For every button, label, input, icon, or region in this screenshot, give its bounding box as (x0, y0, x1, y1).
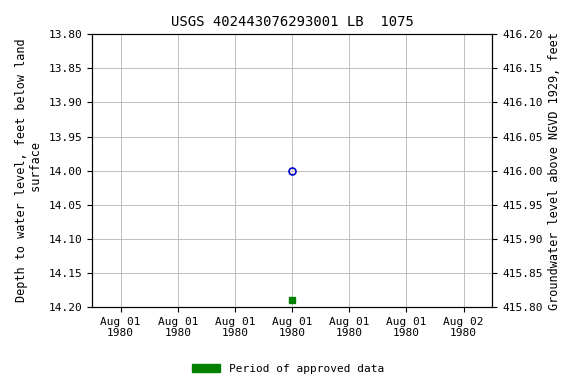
Legend: Period of approved data: Period of approved data (188, 359, 388, 379)
Y-axis label: Depth to water level, feet below land
 surface: Depth to water level, feet below land su… (15, 39, 43, 303)
Title: USGS 402443076293001 LB  1075: USGS 402443076293001 LB 1075 (170, 15, 414, 29)
Y-axis label: Groundwater level above NGVD 1929, feet: Groundwater level above NGVD 1929, feet (548, 32, 561, 310)
